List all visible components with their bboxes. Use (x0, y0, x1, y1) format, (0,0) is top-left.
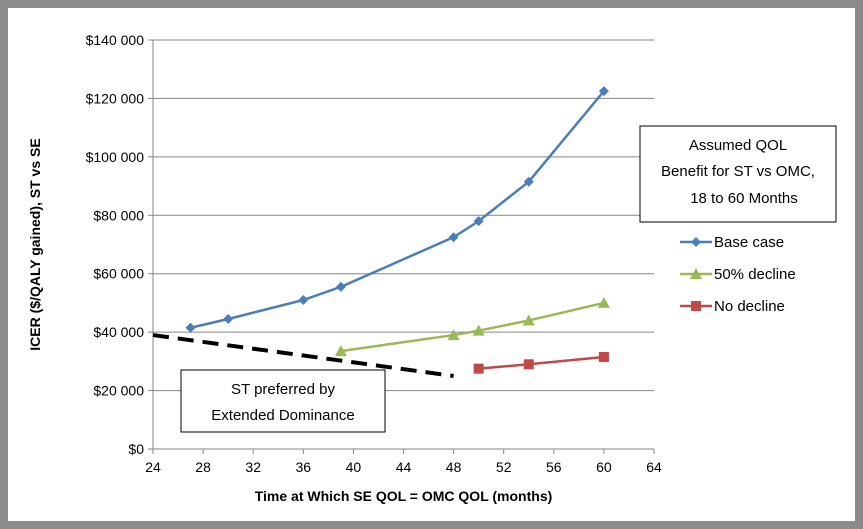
x-tick-label: 24 (145, 459, 161, 475)
data-point-triangle (334, 345, 347, 357)
x-tick-label: 60 (596, 459, 612, 475)
legend-marker-square (691, 301, 701, 311)
series-no-decline (473, 351, 609, 374)
data-point-square (523, 359, 534, 370)
dominance-label-line-2: Extended Dominance (211, 407, 354, 424)
y-axis-title: ICER ($/QALY gained), ST vs SE (27, 138, 43, 350)
series-50-decline (334, 296, 610, 357)
legend-marker-diamond (691, 237, 701, 247)
legend-marker-triangle (690, 268, 702, 279)
x-axis-title: Time at Which SE QOL = OMC QOL (months) (255, 488, 553, 504)
legend-item: Base case (680, 234, 784, 251)
data-point-diamond (448, 232, 459, 243)
legend-title-box: Assumed QOL Benefit for ST vs OMC, 18 to… (639, 125, 837, 223)
series-line (190, 90, 605, 329)
y-tick-label: $60 000 (93, 266, 144, 282)
data-point-diamond (298, 295, 309, 306)
legend-title-line-2: Benefit for ST vs OMC, (661, 163, 815, 180)
data-point-diamond (523, 176, 534, 187)
legend-title-line-3: 18 to 60 Months (690, 190, 798, 207)
data-point-diamond (473, 216, 484, 227)
legend-item: No decline (680, 298, 785, 315)
x-tick-label: 44 (396, 459, 412, 475)
y-tick-label: $40 000 (93, 324, 144, 340)
legend-label: 50% decline (714, 266, 796, 283)
dominance-annotation: ST preferred by Extended Dominance (152, 333, 454, 433)
y-tick-label: $80 000 (93, 207, 144, 223)
legend-title-line-1: Assumed QOL (689, 137, 787, 154)
series-line (340, 301, 605, 353)
x-tick-label: 56 (546, 459, 562, 475)
x-axis-ticks: 24 28 32 36 40 44 48 52 56 60 64 (145, 449, 662, 475)
data-point-diamond (335, 281, 346, 292)
series-line (478, 355, 605, 370)
y-tick-label: $140 000 (86, 32, 145, 48)
y-tick-label: $20 000 (93, 383, 144, 399)
data-point-triangle (447, 329, 460, 341)
series-layer (185, 86, 610, 374)
data-point-square (473, 363, 484, 374)
y-tick-label: $100 000 (86, 149, 145, 165)
x-tick-label: 40 (346, 459, 362, 475)
x-tick-label: 52 (496, 459, 512, 475)
data-point-triangle (472, 324, 485, 336)
legend-item: 50% decline (680, 266, 796, 283)
y-tick-label: $120 000 (86, 90, 145, 106)
y-axis-ticks: $0 $20 000 $40 000 $60 000 $80 000 $100 000 $1… (86, 32, 153, 457)
x-tick-label: 28 (195, 459, 211, 475)
data-point-diamond (185, 322, 196, 333)
data-point-triangle (522, 314, 535, 326)
legend-label: Base case (714, 234, 784, 251)
dominance-box (180, 369, 386, 433)
x-tick-label: 48 (446, 459, 462, 475)
gridlines (153, 39, 654, 392)
data-point-triangle (597, 296, 610, 308)
legend-label: No decline (714, 298, 785, 315)
data-point-square (598, 351, 609, 362)
y-tick-label: $0 (128, 441, 144, 457)
data-point-diamond (223, 313, 234, 324)
legend: Base case 50% decline No decline (680, 234, 796, 315)
dominance-dashed-line (152, 333, 454, 378)
x-tick-label: 32 (245, 459, 261, 475)
x-tick-label: 36 (296, 459, 312, 475)
series-base-case (185, 86, 609, 333)
x-tick-label: 64 (646, 459, 662, 475)
data-point-diamond (598, 86, 609, 97)
dominance-label-line-1: ST preferred by (231, 381, 335, 398)
